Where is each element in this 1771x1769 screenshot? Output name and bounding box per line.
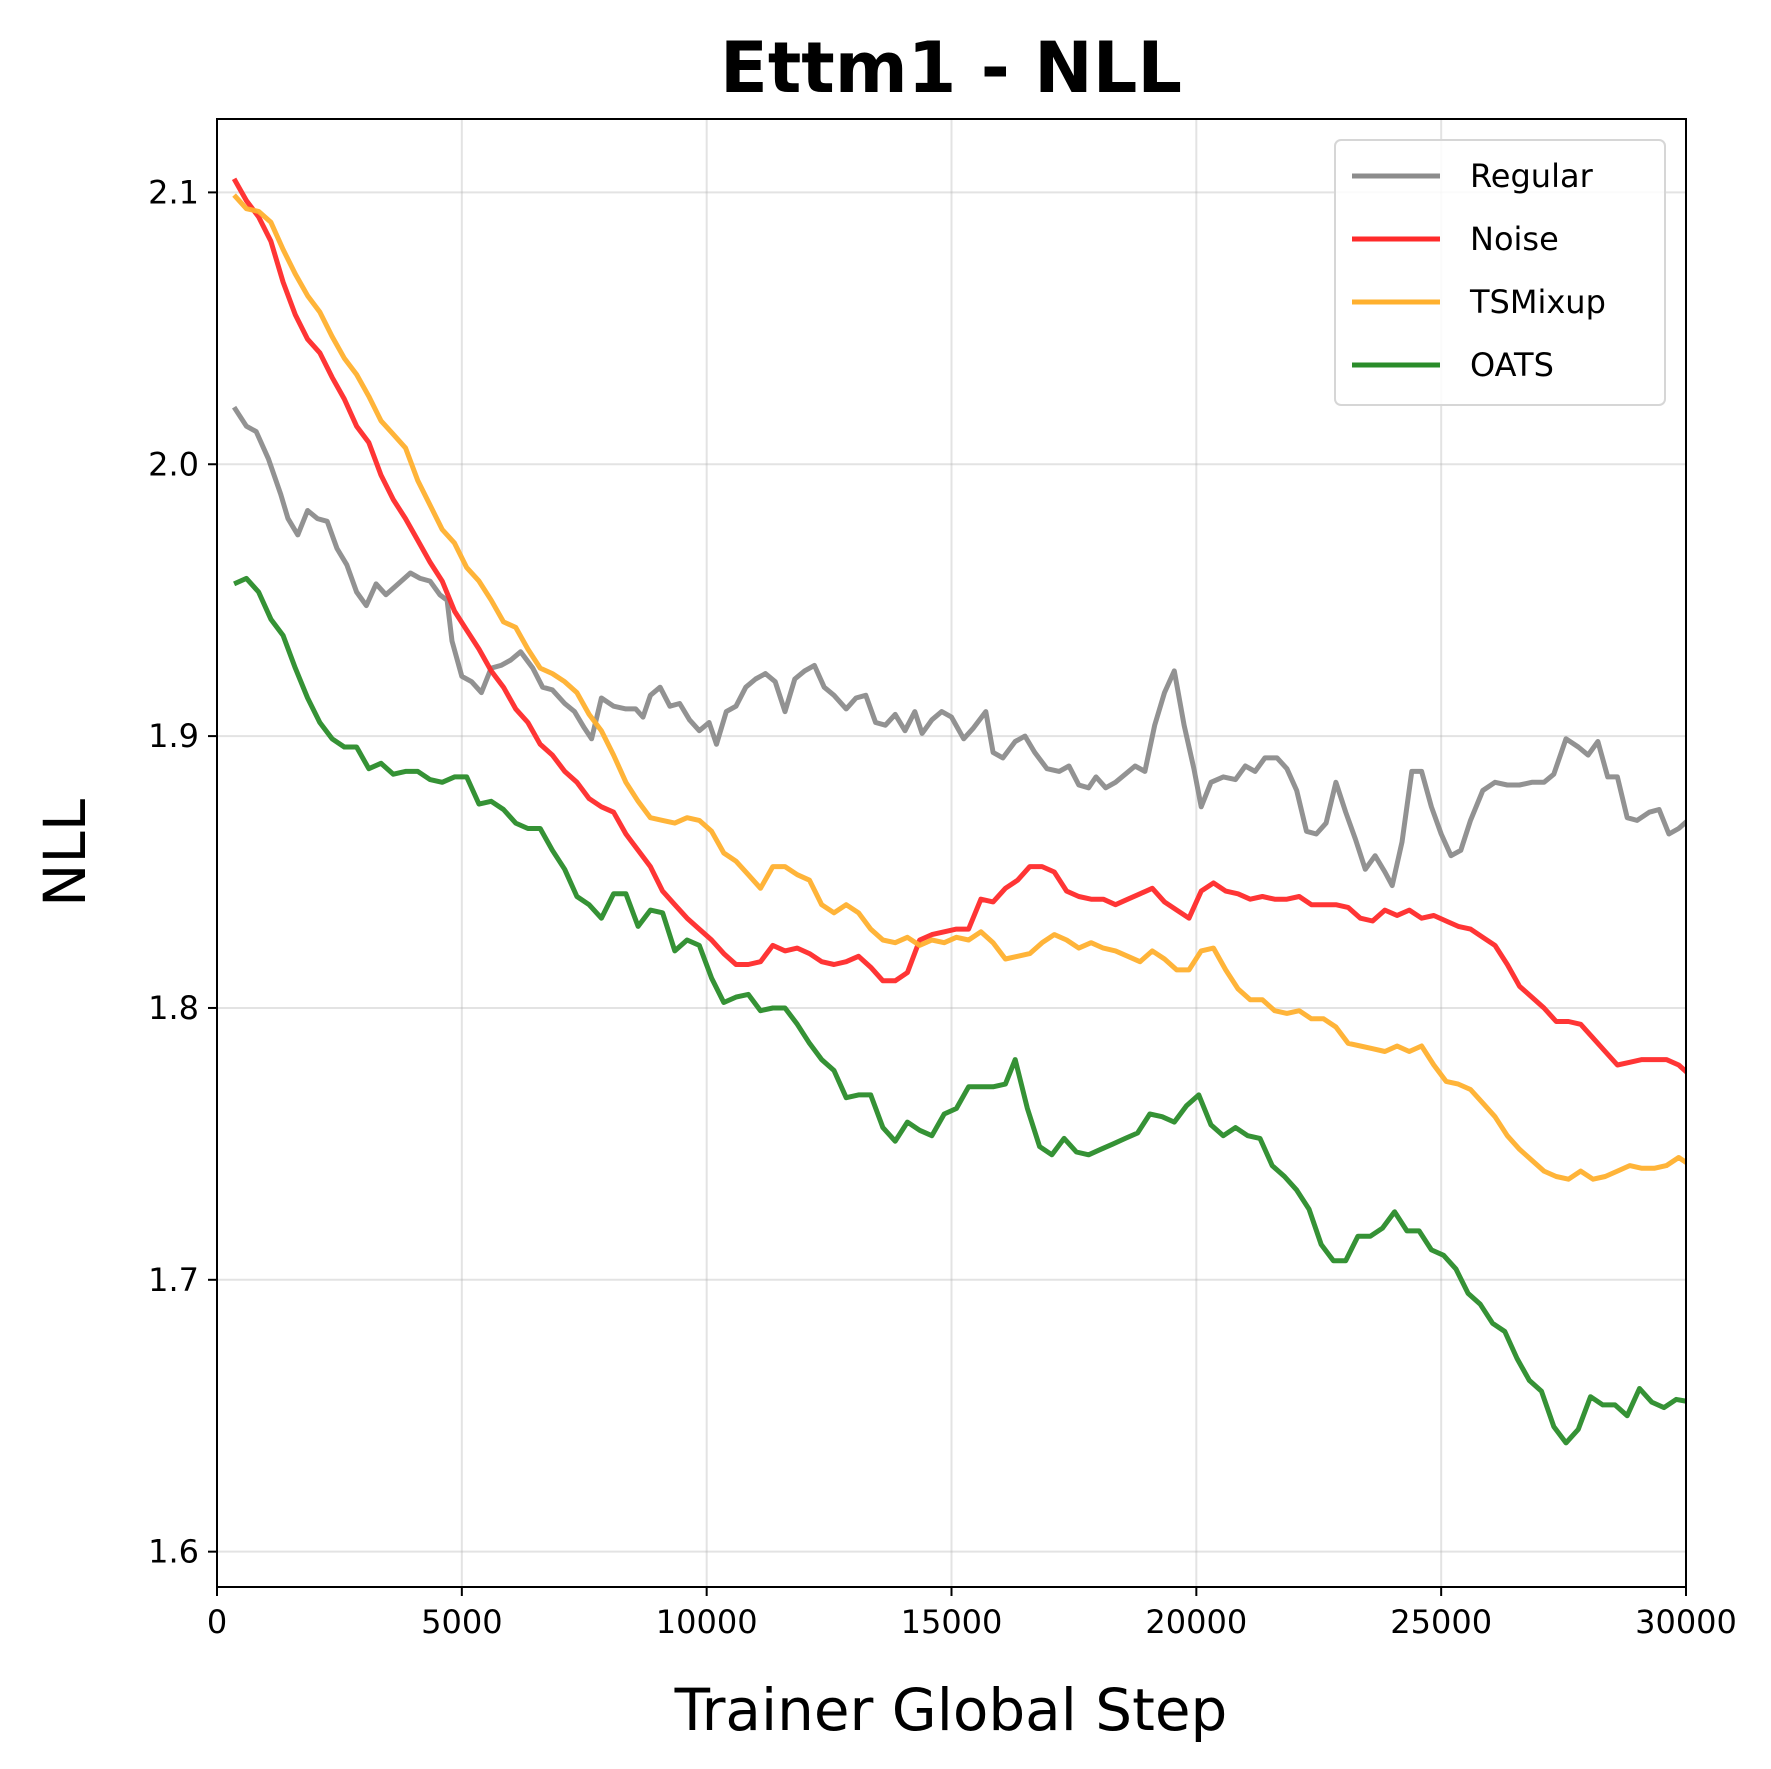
x-tick-label: 10000: [656, 1603, 758, 1641]
y-axis-label: NLL: [31, 799, 99, 907]
legend-label-oats: OATS: [1470, 346, 1554, 384]
series-line-regular: [232, 405, 1686, 889]
gridlines: [216, 119, 1687, 1587]
x-tick-label: 20000: [1145, 1603, 1247, 1641]
x-tick-label: 5000: [421, 1603, 502, 1641]
x-axis-ticks: 0 5000 10000 15000 20000 25000 30000: [207, 1587, 1737, 1641]
series-line-oats: [233, 575, 1686, 1446]
x-tick-label: 15000: [901, 1603, 1003, 1641]
x-axis-label: Trainer Global Step: [674, 1676, 1228, 1744]
legend-label-noise: Noise: [1470, 220, 1559, 258]
y-tick-label: 1.9: [148, 717, 199, 755]
y-tick-label: 2.0: [148, 445, 199, 483]
legend-label-tsmixup: TSMixup: [1469, 283, 1606, 321]
legend-label-regular: Regular: [1470, 157, 1594, 195]
x-tick-label: 0: [207, 1603, 227, 1641]
x-tick-label: 25000: [1390, 1603, 1492, 1641]
legend-frame: [1334, 139, 1666, 406]
y-tick-label: 1.8: [148, 989, 199, 1027]
series-layer: [231, 177, 1686, 1446]
y-tick-label: 1.6: [148, 1533, 199, 1571]
y-tick-label: 2.1: [148, 173, 199, 211]
chart-title: Ettm1 - NLL: [720, 27, 1182, 109]
series-line-tsmixup: [232, 193, 1686, 1182]
y-tick-label: 1.7: [148, 1261, 199, 1299]
legend: Regular Noise TSMixup OATS: [1334, 139, 1666, 406]
x-tick-label: 30000: [1635, 1603, 1737, 1641]
series-line-noise: [231, 177, 1686, 1075]
y-axis-ticks: 1.6 1.7 1.8 1.9 2.0 2.1: [148, 173, 217, 1571]
